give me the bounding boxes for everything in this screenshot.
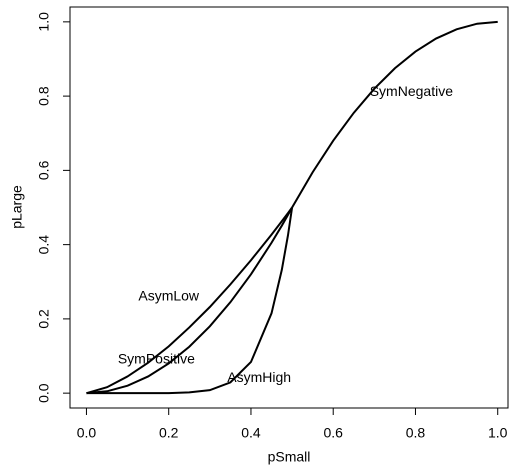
- curve-label: SymNegative: [370, 83, 453, 99]
- y-tick-label: 0.2: [36, 309, 52, 329]
- curve: [291, 20, 498, 209]
- x-tick-label: 0.4: [241, 425, 261, 441]
- y-tick-label: 0.0: [36, 383, 52, 403]
- curve-label: AsymLow: [138, 287, 200, 303]
- x-tick-label: 0.2: [159, 425, 179, 441]
- plot-frame: [69, 6, 509, 409]
- curve: [86, 207, 294, 395]
- curve: [86, 206, 293, 395]
- x-tick-label: 1.0: [488, 425, 508, 441]
- y-tick-label: 0.8: [36, 86, 52, 106]
- x-tick-label: 0.0: [77, 425, 97, 441]
- curve-label: SymPositive: [118, 350, 195, 366]
- y-tick-label: 0.4: [36, 235, 52, 255]
- curve: [86, 207, 293, 395]
- y-tick-label: 1.0: [36, 12, 52, 32]
- y-tick-label: 0.6: [36, 160, 52, 180]
- y-axis-label: pLarge: [9, 185, 25, 229]
- x-tick-label: 0.8: [406, 425, 426, 441]
- x-axis-label: pSmall: [268, 449, 311, 465]
- curve-label: AsymHigh: [227, 369, 291, 385]
- x-tick-label: 0.6: [323, 425, 343, 441]
